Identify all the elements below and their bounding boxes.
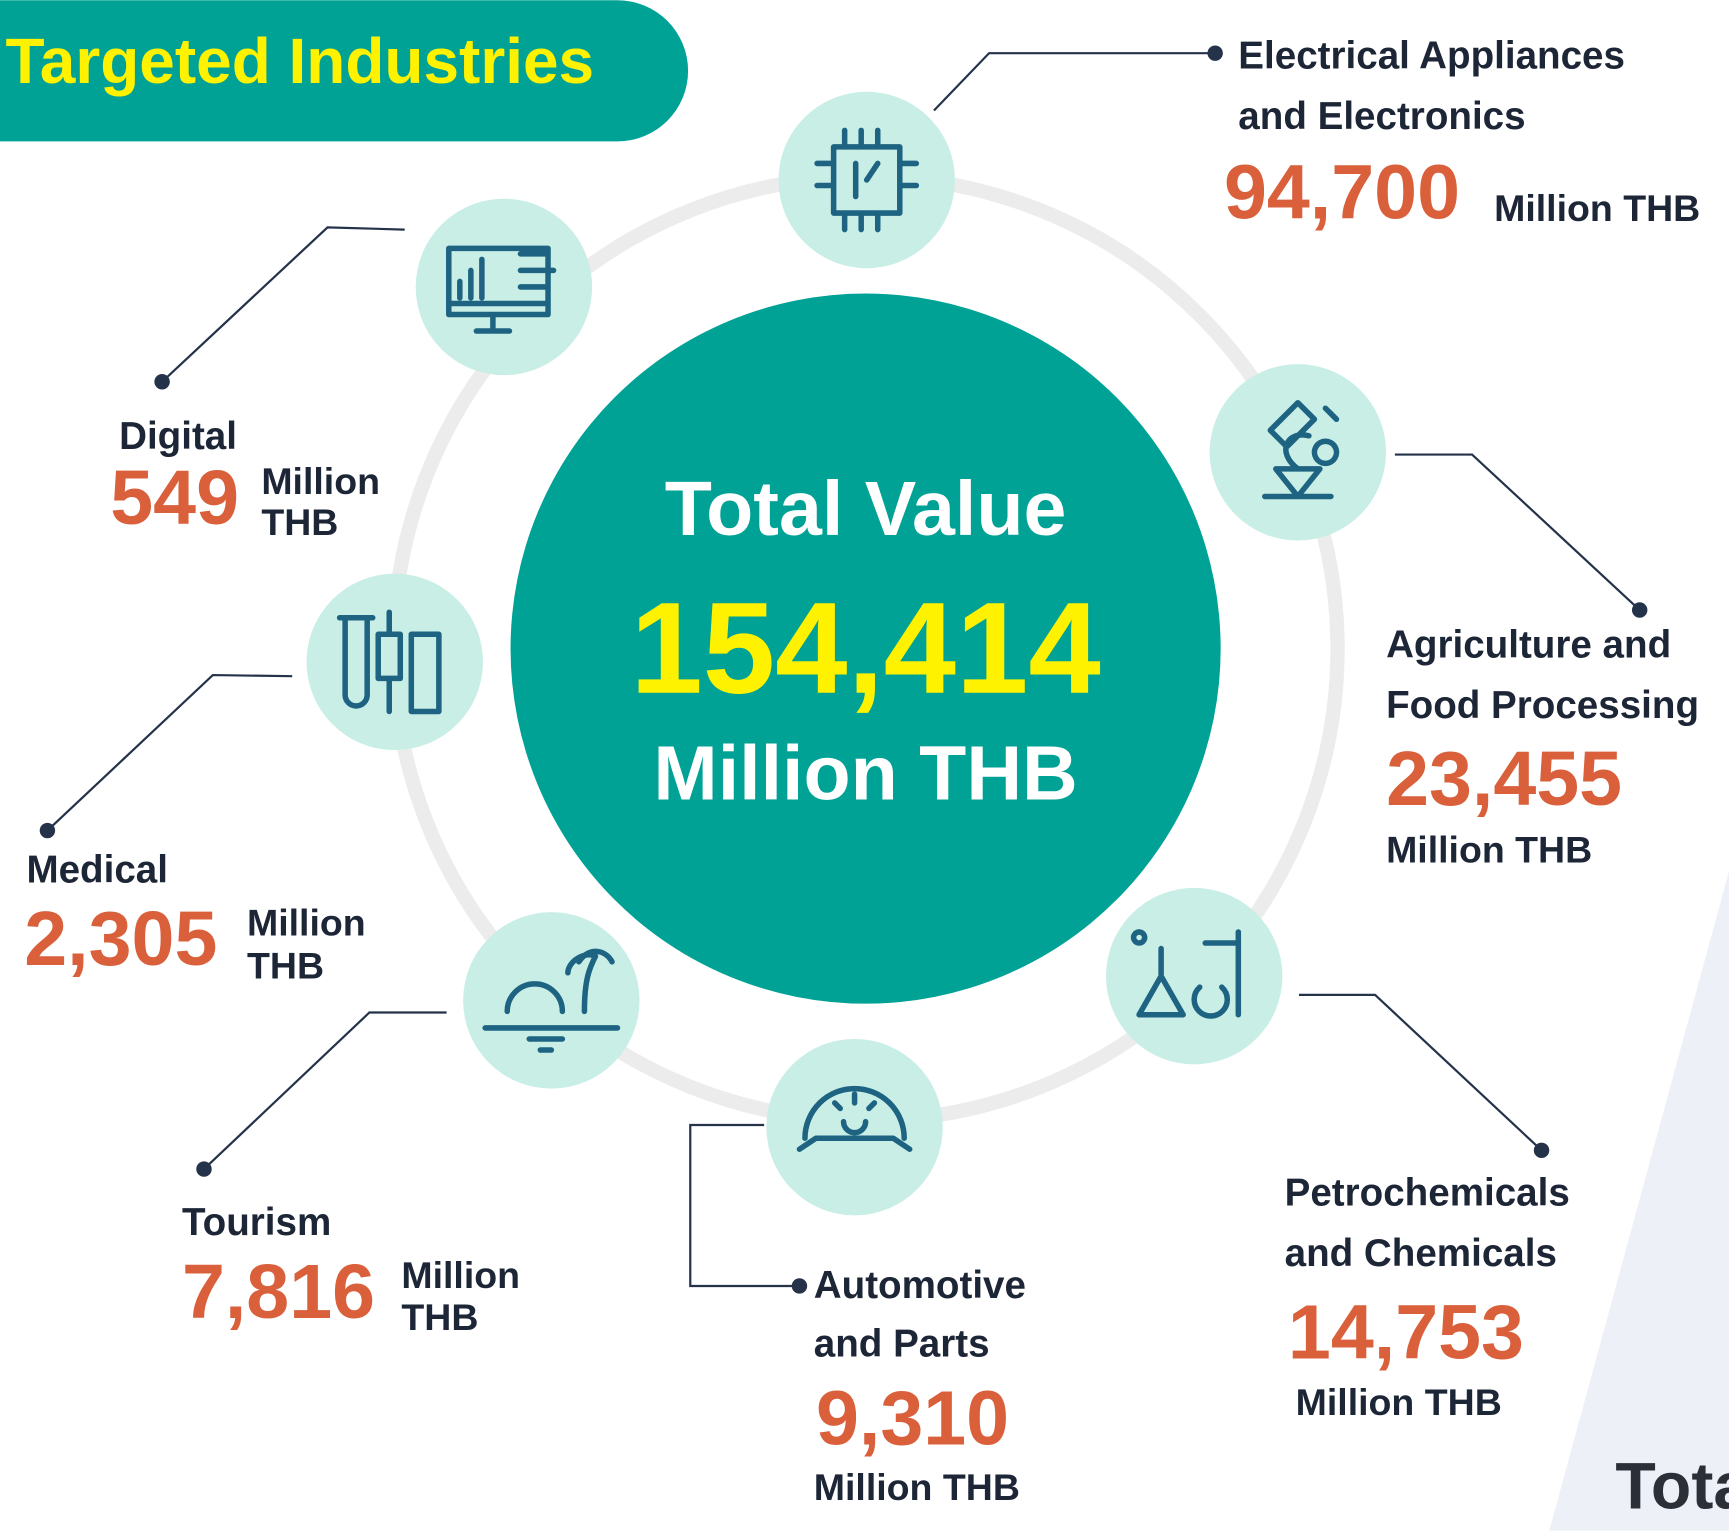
industry-value: 94,700 bbox=[1224, 150, 1460, 236]
icon-circle bbox=[1209, 364, 1387, 541]
industry-name: Agriculture and bbox=[1386, 623, 1671, 666]
leader-line bbox=[161, 226, 405, 383]
industry-name: Tourism bbox=[182, 1201, 331, 1244]
industry-icon bbox=[336, 609, 442, 715]
leader-dot bbox=[1631, 602, 1648, 618]
center-unit: Million THB bbox=[653, 731, 1077, 817]
leader-line bbox=[46, 673, 293, 832]
industry-name: Automotive bbox=[814, 1264, 1026, 1307]
industry-unit: Million THB bbox=[814, 1466, 1020, 1508]
industry-unit: Million THB bbox=[1494, 187, 1700, 229]
industry-icon bbox=[482, 948, 621, 1053]
leader-dot bbox=[196, 1161, 212, 1177]
industry-unit: Million THB bbox=[1386, 829, 1592, 871]
header-banner bbox=[0, 0, 689, 142]
industry-value: 2,305 bbox=[24, 896, 217, 982]
icon-circle bbox=[463, 912, 640, 1089]
industry-unit: Million bbox=[261, 460, 380, 502]
background-shape bbox=[1549, 871, 1729, 1531]
industry-name: and Electronics bbox=[1238, 95, 1525, 138]
industry-value: 9,310 bbox=[816, 1376, 1009, 1462]
industry-unit: Million bbox=[247, 901, 366, 943]
footer-text: Tota bbox=[1615, 1450, 1729, 1524]
industry-icon bbox=[1130, 929, 1242, 1019]
industry-value: 14,753 bbox=[1288, 1290, 1524, 1376]
industry-value: 7,816 bbox=[182, 1249, 375, 1335]
industry-unit: Million bbox=[401, 1254, 520, 1296]
industry-name: Medical bbox=[26, 848, 168, 891]
industries: Electrical Appliances and Electronics 94,7… bbox=[24, 35, 1700, 1508]
leader-line bbox=[689, 1123, 797, 1288]
icon-circle bbox=[306, 573, 483, 751]
industry-name: Digital bbox=[119, 415, 237, 458]
industry-icon bbox=[446, 245, 557, 334]
leader-dot bbox=[39, 822, 56, 839]
icon-circle bbox=[1105, 887, 1283, 1065]
leader-dot bbox=[791, 1278, 808, 1294]
industry-name: Food Processing bbox=[1386, 684, 1699, 727]
header-title: Targeted Industries bbox=[6, 25, 595, 97]
leader-line bbox=[1298, 993, 1543, 1152]
center-circle bbox=[510, 293, 1221, 1004]
leader-dot bbox=[1207, 45, 1223, 61]
leader-dot bbox=[154, 374, 170, 390]
industry-unit: Million THB bbox=[1296, 1381, 1502, 1423]
industry-unit: THB bbox=[247, 944, 324, 986]
industry-icon bbox=[1262, 399, 1340, 500]
industry-name: and Chemicals bbox=[1285, 1232, 1557, 1275]
center-value: 154,414 bbox=[630, 575, 1100, 721]
center-label: Total Value bbox=[665, 466, 1067, 552]
industry-icon bbox=[814, 127, 920, 233]
icon-circle bbox=[415, 198, 593, 376]
industry-value: 23,455 bbox=[1386, 736, 1622, 822]
leader-line bbox=[203, 1011, 447, 1170]
industry-name: Petrochemicals bbox=[1285, 1171, 1570, 1214]
industry-value: 549 bbox=[110, 455, 239, 541]
industry-name: and Parts bbox=[814, 1323, 990, 1366]
industry-name: Electrical Appliances bbox=[1238, 35, 1625, 78]
industry-unit: THB bbox=[261, 501, 338, 543]
leader-line bbox=[933, 52, 1213, 112]
icon-circle bbox=[766, 1038, 943, 1216]
leader-line bbox=[1394, 453, 1641, 611]
industry-unit: THB bbox=[401, 1296, 478, 1338]
leader-dot bbox=[1533, 1142, 1550, 1159]
industry-icon bbox=[796, 1085, 913, 1152]
